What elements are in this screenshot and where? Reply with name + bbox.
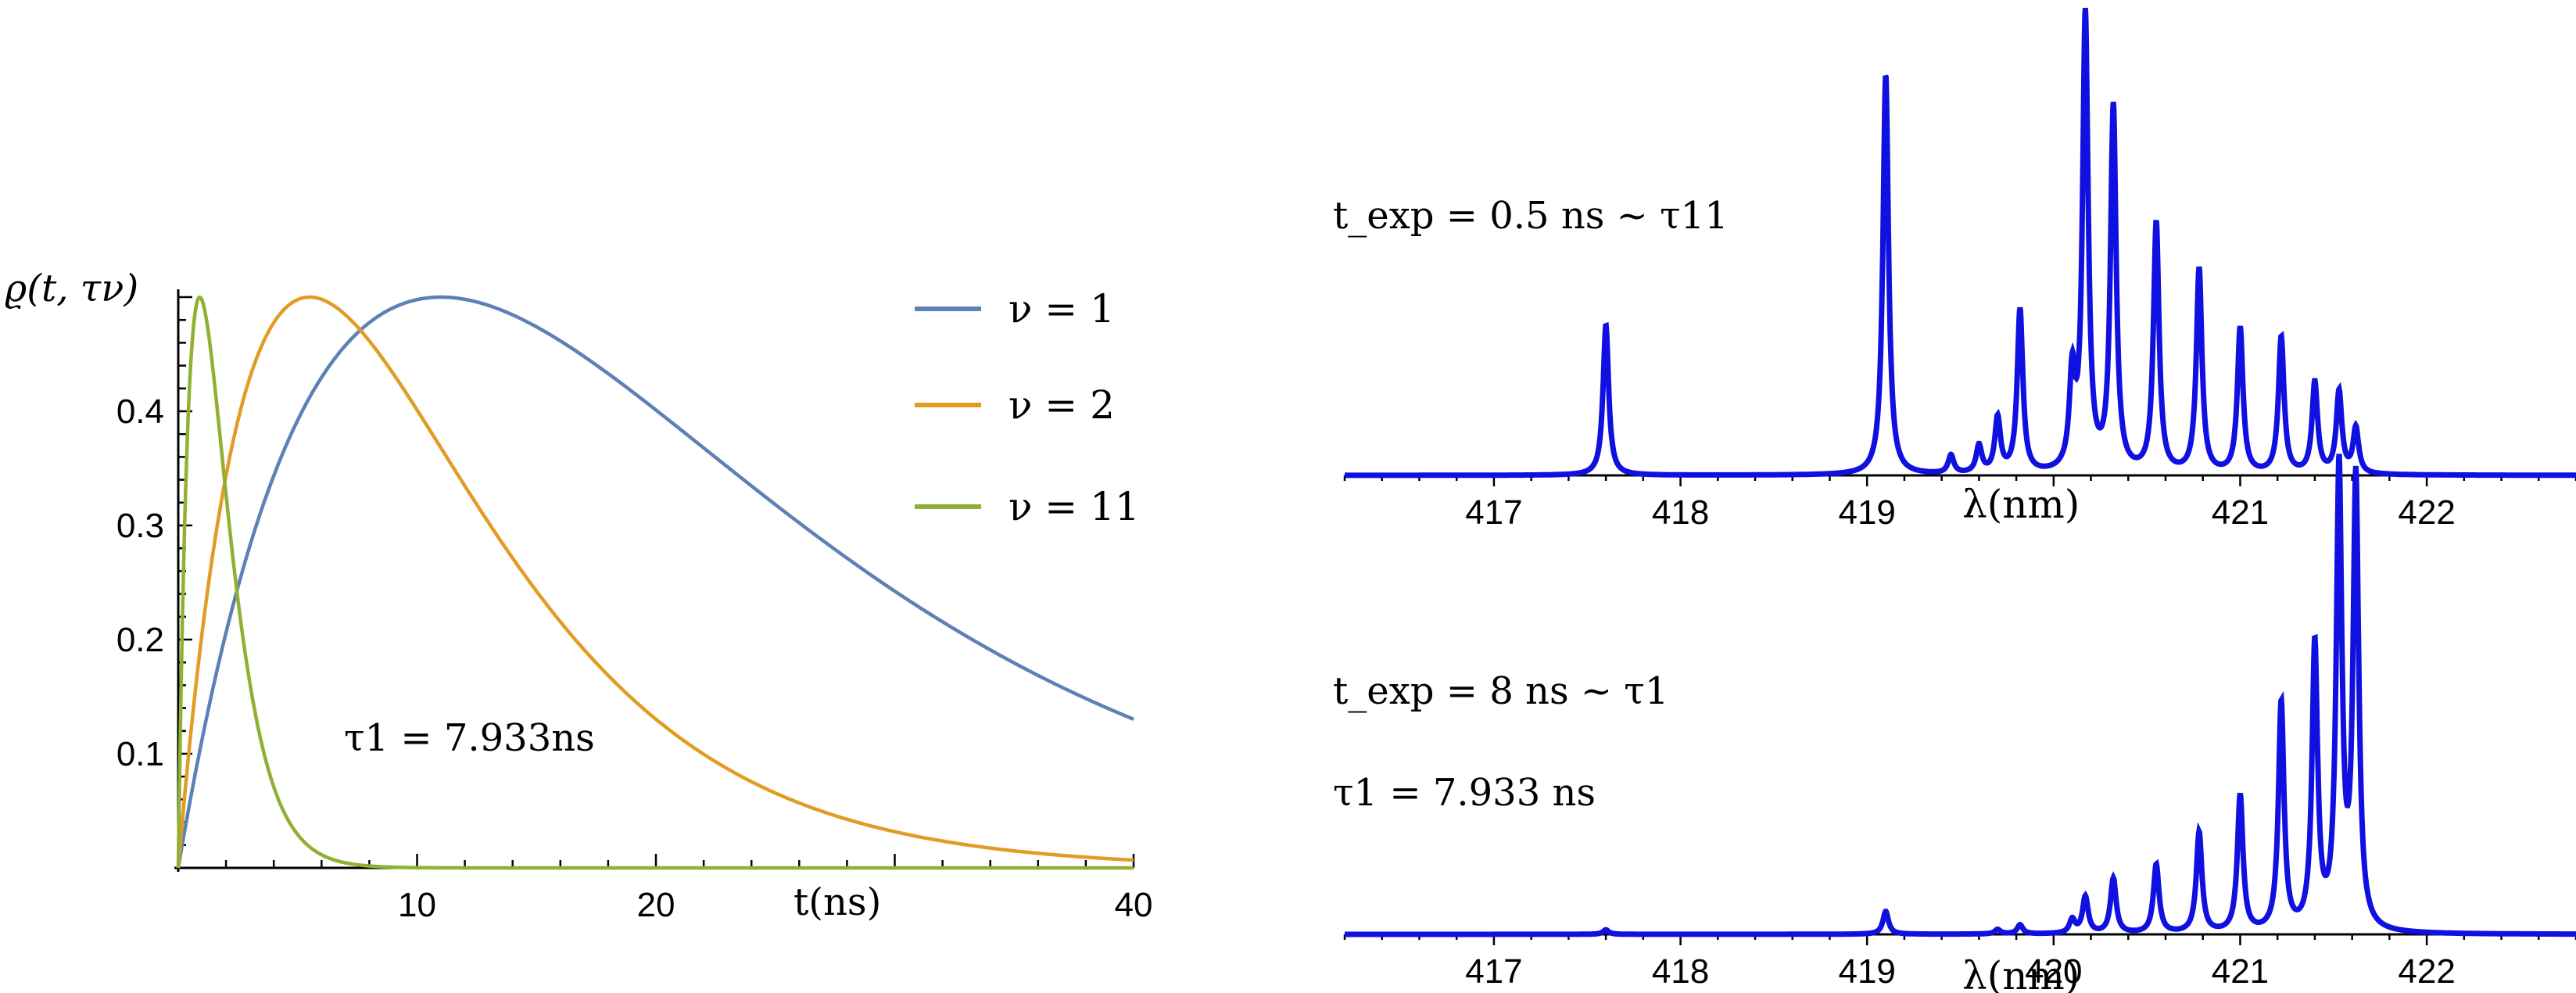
y-tick-label: 0.3 <box>116 507 164 545</box>
series-line-nu-11 <box>176 295 1134 870</box>
x-tick-label: 417 <box>1465 493 1522 532</box>
spectrum-top-chart: 417 418 419 421 422 λ(nm) t_exp = 0.5 ns ~ τ… <box>1333 7 2576 532</box>
x-tick-label: 20 <box>637 886 675 924</box>
y-tick-label: 0.1 <box>116 735 164 773</box>
x-tick-label: 10 <box>398 886 436 924</box>
exposure-annotation: t_exp = 0.5 ns ~ τ11 <box>1333 194 1729 238</box>
tick-labels: 10 20 40 0.1 0.2 0.3 0.4 <box>116 393 1153 924</box>
x-axis-label: λ(nm) <box>1962 482 2080 527</box>
tau-annotation: τ1 = 7.933 ns <box>1333 771 1596 815</box>
series-lines <box>176 295 1134 870</box>
x-axis-label: λ(nm) <box>1962 953 2080 993</box>
y-tick-label: 0.4 <box>116 393 164 431</box>
legend-label-nu-2: ν = 2 <box>1009 382 1115 428</box>
tau-annotation: τ1 = 7.933ns <box>344 716 595 760</box>
x-tick-label: 40 <box>1115 886 1153 924</box>
y-tick-label: 0.2 <box>116 621 164 659</box>
x-tick-label: 418 <box>1652 952 1709 991</box>
tick-labels: 417 418 419 420 421 422 <box>1465 952 2456 991</box>
spectrum-line <box>1345 453 2576 937</box>
spectrum-line <box>1345 7 2576 479</box>
x-tick-label: 419 <box>1838 493 1895 532</box>
y-axis-label: ϱ(t, τν) <box>5 267 138 310</box>
x-tick-label: 422 <box>2398 493 2455 532</box>
legend-label-nu-1: ν = 1 <box>1009 286 1115 332</box>
legend-label-nu-11: ν = 11 <box>1009 484 1140 529</box>
decay-distribution-chart: 10 20 40 0.1 0.2 0.3 0.4 ϱ(t, τν) t(ns) τ1 = 7… <box>5 267 1152 924</box>
x-tick-label: 420 <box>2025 952 2082 991</box>
x-tick-label: 417 <box>1465 952 1522 991</box>
x-tick-label: 419 <box>1838 952 1895 991</box>
tick-labels: 417 418 419 421 422 <box>1465 493 2456 532</box>
tick-marks <box>178 296 1135 868</box>
spectrum-bottom-chart: 417 418 419 420 421 422 λ(nm) t_exp = 8 ns ~ … <box>1333 453 2576 993</box>
axes <box>174 289 1134 872</box>
legend: ν = 1 ν = 2 ν = 11 <box>915 286 1140 529</box>
x-tick-label: 421 <box>2212 952 2269 991</box>
x-tick-label: 421 <box>2212 493 2269 532</box>
x-tick-label: 422 <box>2398 952 2455 991</box>
series-line-nu-1 <box>176 295 1134 869</box>
x-tick-label: 418 <box>1652 493 1709 532</box>
series-line-nu-2 <box>176 295 1134 869</box>
x-axis-label: t(ns) <box>794 880 881 924</box>
exposure-annotation: t_exp = 8 ns ~ τ1 <box>1333 669 1668 713</box>
